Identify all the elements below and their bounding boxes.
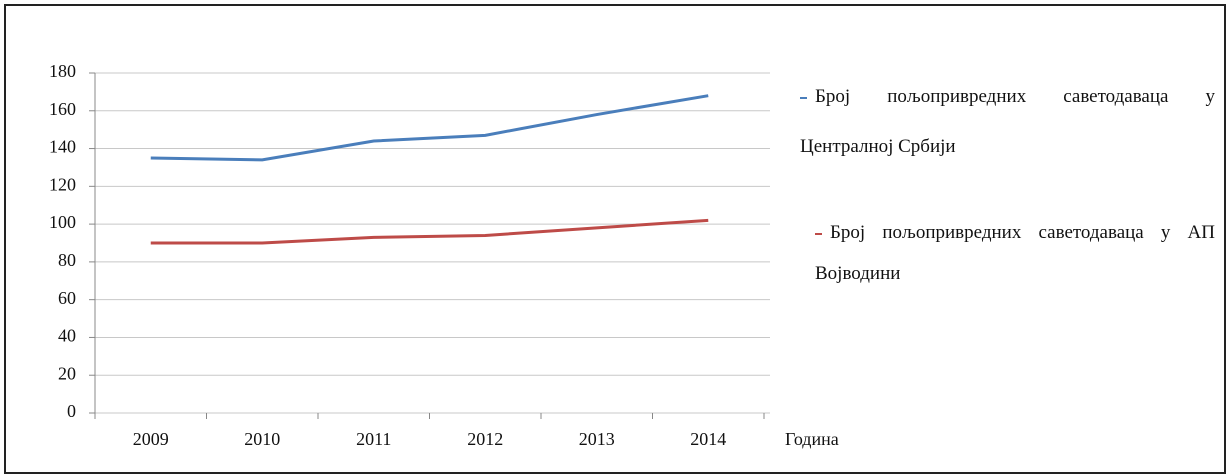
x-tick-label: 2013 [579, 429, 615, 449]
y-tick-label: 0 [67, 401, 76, 421]
y-tick-label: 140 [49, 137, 76, 157]
legend-marker [815, 232, 822, 235]
x-tick-label: 2010 [244, 429, 280, 449]
y-tick-label: 180 [49, 61, 76, 81]
x-tick-label: 2011 [356, 429, 391, 449]
legend-label: Број пољопривредних саветодаваца у АП Во… [815, 222, 1215, 284]
y-tick-label: 20 [58, 363, 76, 383]
x-tick-label: 2014 [690, 429, 726, 449]
x-tick-label: 2012 [467, 429, 503, 449]
y-tick-label: 80 [58, 250, 76, 270]
y-tick-label: 100 [49, 212, 76, 232]
y-tick-label: 60 [58, 288, 76, 308]
legend-marker [800, 96, 807, 99]
x-tick-label: 2009 [133, 429, 169, 449]
line-series [150, 94, 709, 162]
legend-label: Број пољопривредних саветодаваца у Центр… [800, 86, 1215, 157]
y-tick-label: 120 [49, 174, 76, 194]
legend-entry: Број пољопривредних саветодаваца у АП Во… [815, 212, 1215, 294]
y-tick-label: 160 [49, 99, 76, 119]
legend-entry: Број пољопривредних саветодаваца у Центр… [800, 72, 1215, 172]
y-tick-label: 40 [58, 326, 76, 346]
line-series [150, 218, 709, 245]
x-axis-label: Година [785, 429, 839, 449]
